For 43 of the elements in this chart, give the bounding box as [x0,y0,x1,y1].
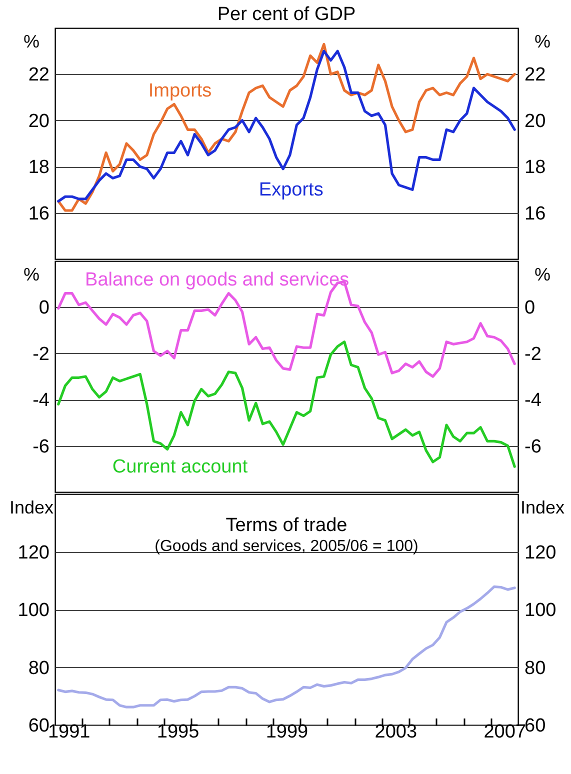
x-tick-label: 1999 [266,722,308,742]
y2-tick-label: 100 [524,600,556,621]
x-tick-label: 2007 [484,722,526,742]
y2-tick-label: 20 [524,110,546,132]
y2-tick-label: 16 [524,203,546,224]
y-tick-label: -6 [32,436,50,458]
y2-tick-label: 60 [524,716,546,736]
y-tick-label: 60 [28,716,50,736]
y-tick-label: 0 [38,298,50,319]
y-tick-label: -2 [32,344,50,365]
series-label: Current account [112,456,248,478]
y-tick-label: 16 [28,203,50,224]
y-tick-label: 80 [28,658,50,679]
y2-tick-label: 120 [524,542,556,564]
y-tick-label: 20 [28,110,50,132]
text: Terms of trade [226,515,348,536]
x-tick-label: 1991 [48,722,90,742]
y2-axis-title: % [534,32,551,52]
series-label: Balance on goods and services [85,269,350,290]
series-label: Imports [148,80,212,102]
y2-tick-label: -2 [524,344,542,365]
series-label: Exports [258,180,324,201]
y-axis-title: % [23,264,40,284]
line-series [57,585,516,708]
y2-tick-label: 22 [524,64,546,86]
y2-axis-title: Index [520,498,565,518]
y2-tick-label: -6 [524,436,542,458]
y-axis-title: Index [9,498,54,518]
y2-tick-label: 18 [524,157,546,178]
y2-axis-title: % [534,264,551,284]
x-tick-label: 1995 [156,722,200,742]
y-tick-label: 22 [28,64,50,86]
y2-tick-label: 0 [524,298,536,319]
y-tick-label: -4 [32,390,50,412]
chart-title: Per cent of GDP [217,4,356,25]
y-tick-label: 18 [28,157,50,178]
text: (Goods and services, 2005/06 = 100) [154,538,418,555]
y2-tick-label: -4 [524,390,542,412]
y-axis-title: % [23,32,40,52]
x-tick-label: 2003 [374,722,418,742]
y-tick-label: 120 [18,542,50,564]
y2-tick-label: 80 [524,658,546,679]
y-tick-label: 100 [18,600,50,621]
